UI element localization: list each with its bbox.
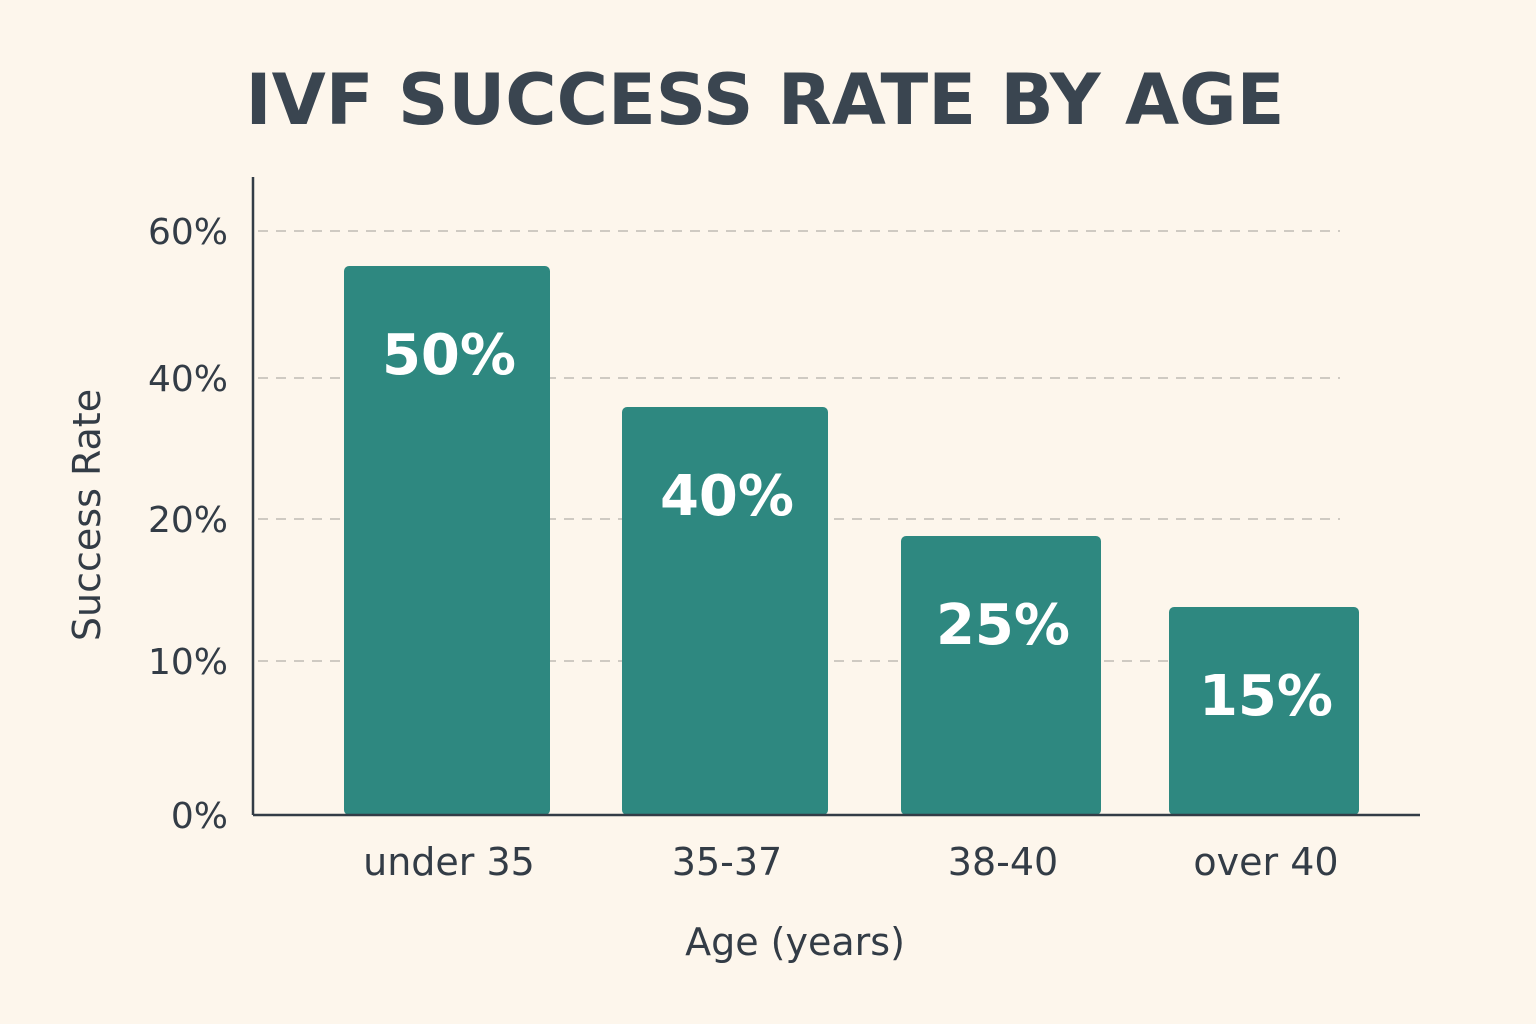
bar — [901, 536, 1101, 815]
bar — [344, 266, 550, 815]
bars — [344, 266, 1359, 815]
x-tick-label: 38-40 — [948, 840, 1058, 884]
x-tick-labels: under 35 35-37 38-40 over 40 — [363, 840, 1338, 884]
bar-value-label: 40% — [660, 464, 794, 529]
y-tick-label: 0% — [171, 796, 228, 837]
x-tick-label: under 35 — [363, 840, 535, 884]
y-tick-labels: 0% 10% 20% 40% 60% — [148, 212, 228, 837]
x-tick-label: 35-37 — [672, 840, 782, 884]
bar-value-label: 25% — [936, 593, 1070, 658]
y-axis-label: Success Rate — [65, 389, 109, 641]
x-tick-label: over 40 — [1193, 840, 1338, 884]
data-labels: 50% 40% 25% 15% — [382, 323, 1333, 729]
bar — [622, 407, 828, 815]
x-axis-label: Age (years) — [685, 920, 905, 964]
y-tick-label: 10% — [148, 642, 228, 683]
bar — [1169, 607, 1359, 815]
y-tick-label: 40% — [148, 359, 228, 400]
axes — [251, 177, 1420, 817]
chart-title: IVF SUCCESS RATE BY AGE — [246, 59, 1285, 141]
y-tick-label: 20% — [148, 500, 228, 541]
bar-value-label: 15% — [1199, 664, 1333, 729]
y-tick-label: 60% — [148, 212, 228, 253]
bar-value-label: 50% — [382, 323, 516, 388]
